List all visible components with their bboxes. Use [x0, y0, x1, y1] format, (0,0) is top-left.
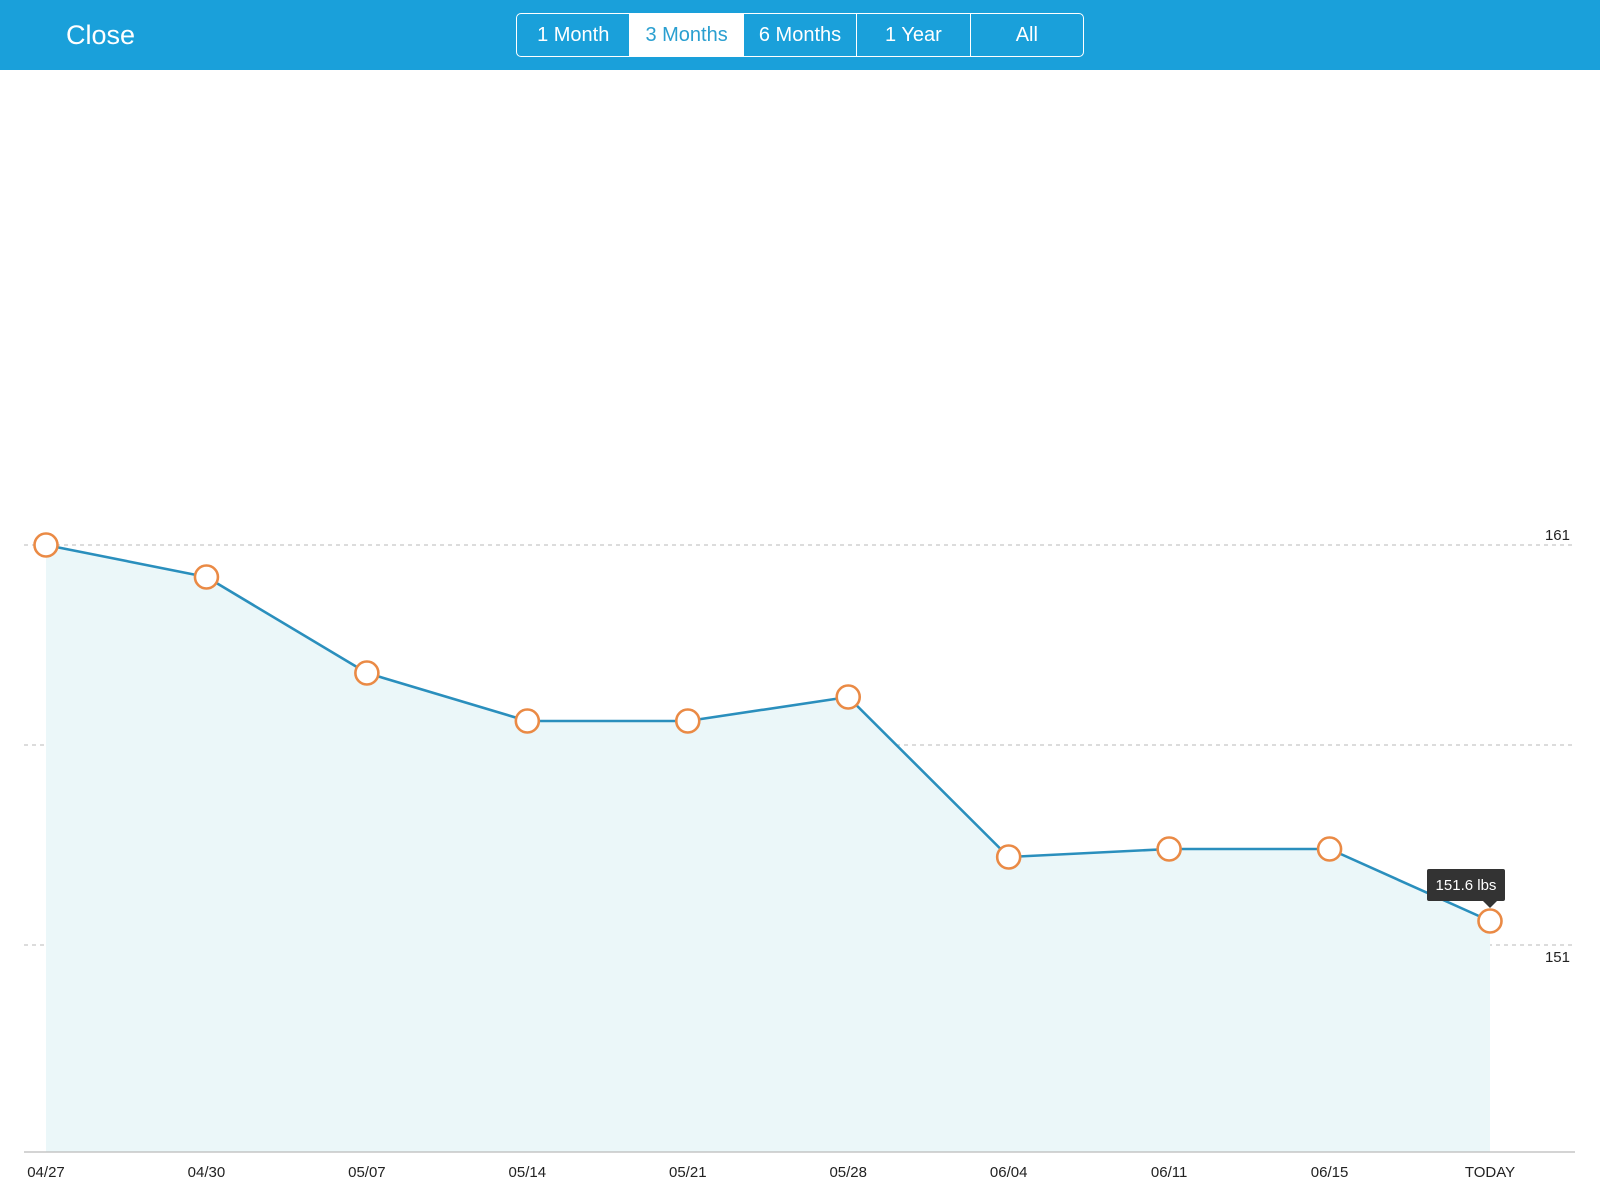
data-point-04-30 [193, 564, 220, 590]
weight-chart: 04/27 04/30 05/07 05/14 05/21 05/28 06/04 06/11… [24, 527, 1575, 1181]
tooltip-pointer [1483, 901, 1497, 908]
x-tick-label: 05/07 [348, 1164, 386, 1181]
x-tick-label: 06/15 [1311, 1164, 1349, 1181]
range-tab-all[interactable]: All [969, 14, 1083, 56]
range-tab-6-months[interactable]: 6 Months [742, 14, 856, 56]
x-tick-label: 05/21 [669, 1164, 707, 1181]
tooltip-box [1427, 869, 1505, 901]
data-point-06-15 [1316, 836, 1343, 862]
y-tick-label: 161 [1545, 527, 1570, 544]
x-tick-label: 05/14 [509, 1164, 547, 1181]
y-tick-label: 151 [1545, 949, 1570, 966]
close-button[interactable]: Close [66, 20, 136, 50]
y-tick-labels: 161 151 [1545, 527, 1570, 966]
x-tick-label: 05/28 [829, 1164, 867, 1181]
range-tab-1-month[interactable]: 1 Month [537, 23, 610, 46]
data-point-06-04 [995, 844, 1022, 870]
tooltip-label: 151.6 lbs [1436, 877, 1497, 894]
x-tick-label: TODAY [1465, 1164, 1515, 1181]
value-tooltip: 151.6 lbs [1427, 869, 1505, 908]
x-tick-label: 06/04 [990, 1164, 1028, 1181]
x-tick-labels: 04/27 04/30 05/07 05/14 05/21 05/28 06/04 06/11… [27, 1164, 1515, 1181]
x-tick-label: 06/11 [1151, 1164, 1187, 1181]
data-point-06-11 [1156, 836, 1182, 862]
data-point-05-14 [514, 708, 541, 734]
data-point-04-27 [33, 532, 59, 558]
data-point-05-28 [835, 684, 862, 710]
data-point-05-07 [354, 660, 380, 686]
markers-layer [33, 532, 1503, 934]
x-tick-label: 04/27 [27, 1164, 65, 1181]
time-range-selector: 1 Month 3 Months 6 Months 1 Year All [516, 13, 1084, 57]
x-tick-label: 04/30 [188, 1164, 226, 1181]
area-fill [46, 545, 1490, 1152]
data-point-today [1477, 908, 1503, 934]
range-tab-3-months[interactable]: 3 Months [629, 14, 743, 56]
data-point-05-21 [674, 708, 701, 734]
top-bar: Close 1 Month 3 Months 6 Months 1 Year A… [0, 0, 1600, 70]
range-tab-1-year[interactable]: 1 Year [856, 14, 969, 56]
series-line [45, 543, 1491, 923]
